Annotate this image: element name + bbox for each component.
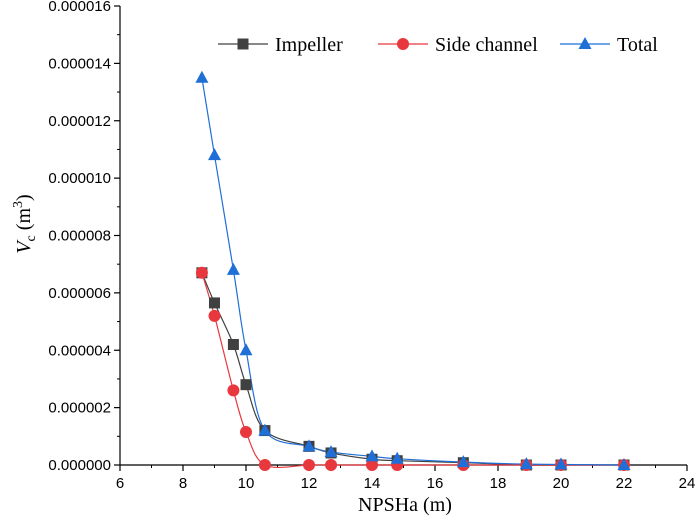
x-tick-label: 24 — [679, 475, 696, 492]
y-tick-label: 0.000016 — [48, 0, 111, 15]
series-line — [201, 272, 624, 466]
data-point — [239, 343, 253, 356]
series-side-channel — [201, 272, 624, 469]
y-tick-label: 0.000002 — [48, 400, 111, 417]
x-tick-label: 12 — [301, 475, 318, 492]
data-point — [390, 451, 404, 464]
y-axis-title-main: V — [13, 239, 35, 254]
series-markers-side-channel — [195, 266, 630, 471]
legend-marker — [397, 38, 409, 50]
x-tick-label: 8 — [179, 475, 187, 492]
data-point — [365, 449, 379, 462]
series-total — [201, 77, 625, 466]
x-axis: 6 8 10 12 14 16 18 20 22 24 — [116, 465, 696, 492]
data-point — [554, 457, 568, 470]
series-impeller — [201, 272, 624, 466]
data-point — [195, 70, 209, 83]
data-point — [227, 384, 240, 397]
series-layer — [195, 70, 631, 471]
data-point — [324, 445, 338, 458]
y-axis-title-sub: c — [24, 235, 39, 241]
y-tick-label: 0.000008 — [48, 228, 111, 245]
legend-item-impeller: Impeller — [218, 34, 343, 56]
data-point — [617, 458, 631, 470]
data-point — [302, 439, 316, 452]
y-axis-title-unit-close: ) — [13, 194, 35, 201]
y-tick-label: 0.000000 — [48, 457, 111, 474]
plot-frame — [119, 6, 687, 466]
series-line — [201, 77, 625, 466]
data-point — [258, 423, 272, 436]
x-tick-label: 10 — [238, 475, 255, 492]
data-point — [519, 457, 533, 470]
data-point — [456, 455, 470, 468]
x-axis-title: NPSHa (m) — [358, 494, 452, 516]
legend-label: Impeller — [275, 34, 343, 56]
y-tick-label: 0.000004 — [48, 342, 111, 359]
y-axis-title-unit-open: (m — [13, 208, 35, 236]
y-tick-label: 0.000006 — [48, 285, 111, 302]
x-tick-label: 14 — [364, 475, 381, 492]
series-line — [201, 272, 624, 469]
series-markers-impeller — [196, 267, 630, 471]
data-point — [227, 339, 239, 351]
y-tick-label: 0.000014 — [48, 55, 111, 72]
data-point — [325, 459, 338, 471]
y-axis: 0.000000 0.000002 0.000004 0.000006 0.000008… — [48, 0, 120, 474]
data-point — [240, 379, 252, 391]
y-tick-label: 0.000012 — [48, 113, 111, 130]
data-point — [208, 148, 221, 161]
y-tick-label: 0.000010 — [48, 170, 111, 187]
x-tick-label: 18 — [490, 475, 507, 492]
data-point — [208, 309, 221, 322]
legend-item-side-channel: Side channel — [378, 34, 538, 56]
data-point — [303, 459, 315, 471]
legend-label: Side channel — [435, 34, 538, 56]
y-axis-title: Vc (m3) — [11, 194, 39, 253]
data-point — [209, 297, 220, 309]
legend-marker — [237, 38, 249, 50]
legend-marker — [578, 37, 592, 49]
legend-item-total: Total — [560, 34, 658, 56]
y-axis-title-unit-sup: 3 — [11, 201, 26, 208]
data-point — [366, 459, 378, 471]
x-tick-label: 22 — [616, 475, 633, 492]
series-markers-total — [195, 70, 631, 470]
legend-label: Total — [617, 34, 658, 56]
x-tick-label: 20 — [553, 475, 570, 492]
data-point — [240, 426, 252, 439]
data-point — [195, 266, 208, 279]
legend: Impeller Side channel Total — [218, 34, 658, 56]
x-tick-label: 6 — [116, 475, 124, 492]
data-point — [258, 459, 271, 471]
x-tick-label: 16 — [427, 475, 444, 492]
data-point — [226, 262, 240, 275]
